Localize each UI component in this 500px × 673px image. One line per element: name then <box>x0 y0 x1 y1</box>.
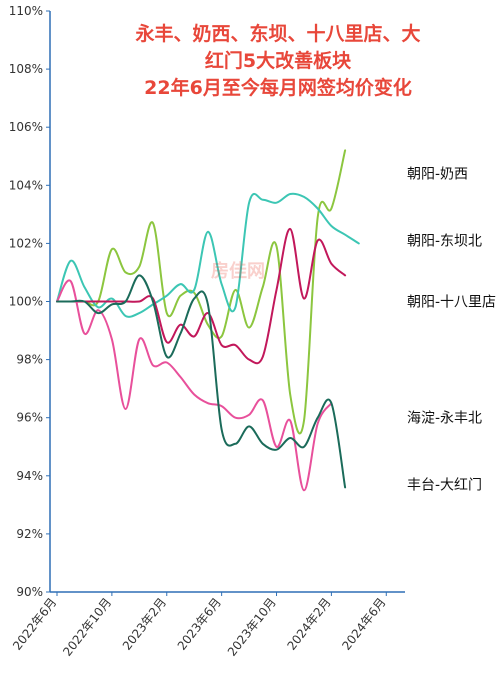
series-label-4: 丰台-大红门 <box>407 478 482 494</box>
watermark: 房佳网 <box>211 260 265 282</box>
series-line-2 <box>56 227 347 365</box>
series-label-2: 朝阳-十八里店 <box>407 295 496 311</box>
y-tick-label: 90% <box>16 585 43 599</box>
chart-axes: 90% 92% 94% 96% 98% 100% 102% 104% 106% 108% 110% 2… <box>9 4 405 659</box>
chart-title-line-1: 永丰、奶西、东坝、十八里店、大 <box>134 22 420 45</box>
y-tick-label: 100% <box>9 295 43 309</box>
y-tick-label: 106% <box>9 120 43 134</box>
x-tick-label: 2023年10月 <box>225 595 279 659</box>
y-tick-label: 110% <box>9 4 43 18</box>
x-tick-label: 2024年6月 <box>339 595 388 653</box>
y-tick-label: 94% <box>16 469 43 483</box>
series-line-1 <box>56 192 360 318</box>
y-tick-label: 92% <box>16 527 43 541</box>
x-tick-label: 2022年6月 <box>10 595 59 653</box>
y-tick-label: 104% <box>9 178 43 192</box>
x-tick-label: 2023年2月 <box>120 595 169 653</box>
x-tick-label: 2023年6月 <box>175 595 224 653</box>
series-label-0: 朝阳-奶西 <box>407 167 468 183</box>
series-label-1: 朝阳-东坝北 <box>407 233 482 249</box>
y-tick-label: 98% <box>16 353 43 367</box>
chart-title-line-3: 22年6月至今每月网签均价变化 <box>144 76 412 99</box>
chart-title-line-2: 红门5大改善板块 <box>205 49 352 72</box>
chart-plot-area <box>56 149 360 492</box>
y-tick-label: 108% <box>9 62 43 76</box>
x-tick-label: 2024年2月 <box>284 595 333 653</box>
series-label-3: 海淀-永丰北 <box>407 411 482 427</box>
x-tick-label: 2022年10月 <box>60 595 114 659</box>
series-line-4 <box>56 274 347 489</box>
y-tick-label: 102% <box>9 236 43 250</box>
y-tick-label: 96% <box>16 411 43 425</box>
series-line-3 <box>56 279 333 492</box>
